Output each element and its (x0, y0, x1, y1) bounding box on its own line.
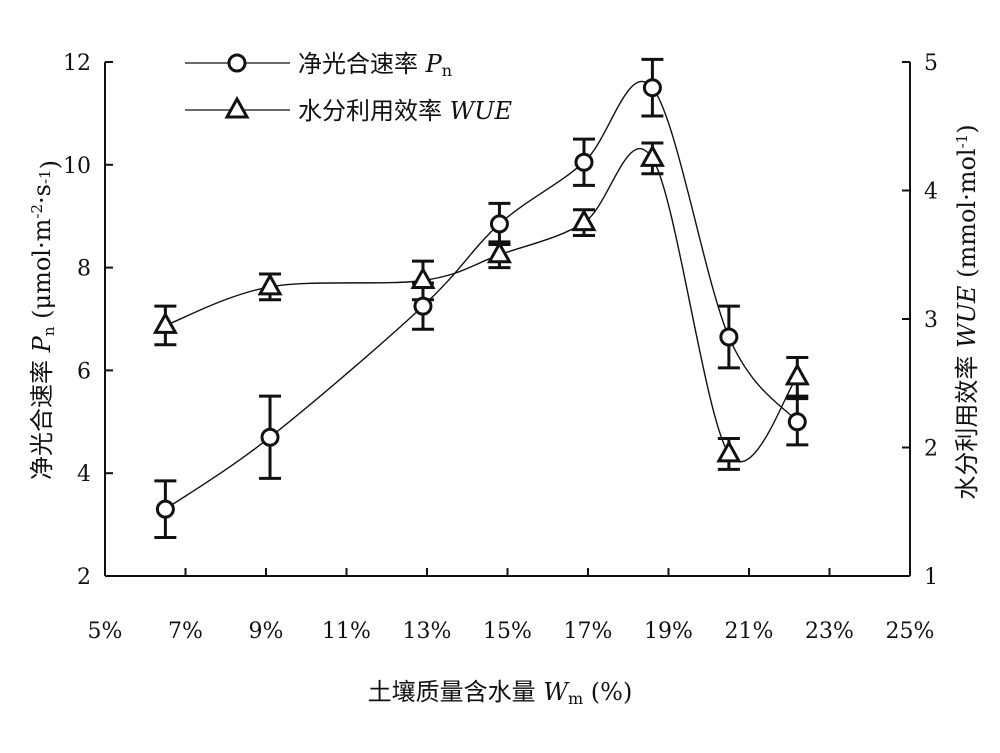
data-point-wue (716, 439, 742, 463)
legend-marker-circle (227, 53, 247, 73)
legend-label-pn: 净光合速率 Pn (298, 50, 452, 80)
y-left-tick-label: 12 (63, 51, 91, 76)
x-tick-label: 21% (725, 619, 774, 644)
data-point-wue (486, 240, 512, 264)
data-point-wue (257, 272, 283, 296)
ticks: 5% 7% 9% 11% 13% 15% 17% 19% 21% 23% 25%2468101212… (63, 51, 938, 644)
data-point-pn (787, 412, 807, 432)
y-axis-title-left: 净光合速率 Pn (μmol·m-2·s-1) (28, 160, 64, 480)
error-bars (154, 57, 809, 539)
data-point-wue (571, 208, 597, 232)
x-tick-label: 9% (249, 619, 284, 644)
y-left-tick-label: 6 (77, 359, 91, 384)
series-line-pn (165, 80, 798, 510)
x-tick-label: 7% (168, 619, 203, 644)
y-right-tick-label: 4 (924, 180, 938, 205)
y-left-tick-label: 10 (63, 154, 91, 179)
data-point-pn (489, 214, 509, 234)
data-point-wue (784, 362, 810, 386)
data-point-pn (574, 152, 594, 172)
x-tick-label: 17% (564, 619, 613, 644)
legend-label-wue: 水分利用效率 WUE (298, 97, 513, 125)
x-tick-label: 25% (886, 619, 935, 644)
x-tick-label: 19% (644, 619, 693, 644)
y-left-tick-label: 4 (77, 462, 91, 487)
x-tick-label: 5% (88, 619, 123, 644)
series-line-wue (165, 148, 798, 463)
series-markers (152, 78, 810, 519)
data-point-pn (155, 499, 175, 519)
y-right-tick-label: 5 (924, 51, 938, 76)
data-point-pn (719, 327, 739, 347)
x-tick-label: 11% (322, 619, 371, 644)
legend: 净光合速率 Pn 水分利用效率 WUE (185, 50, 513, 125)
x-tick-label: 13% (403, 619, 452, 644)
data-point-pn (642, 78, 662, 98)
data-point-pn (413, 296, 433, 316)
x-tick-label: 23% (805, 619, 854, 644)
y-right-tick-label: 2 (924, 437, 938, 462)
legend-marker-triangle (224, 95, 250, 119)
data-point-pn (260, 427, 280, 447)
x-axis-title: 土壤质量含水量 Wm (%) (368, 678, 633, 708)
x-tick-label: 15% (483, 619, 532, 644)
y-right-tick-label: 1 (924, 565, 938, 590)
y-left-tick-label: 2 (77, 565, 91, 590)
y-left-tick-label: 8 (77, 257, 91, 282)
data-point-wue (152, 311, 178, 334)
y-axis-title-right: 水分利用效率 WUE (mmol·mol-1) (953, 124, 981, 499)
data-point-wue (410, 266, 436, 289)
axes (104, 62, 911, 577)
y-right-tick-label: 3 (924, 308, 938, 333)
data-point-wue (639, 144, 665, 167)
